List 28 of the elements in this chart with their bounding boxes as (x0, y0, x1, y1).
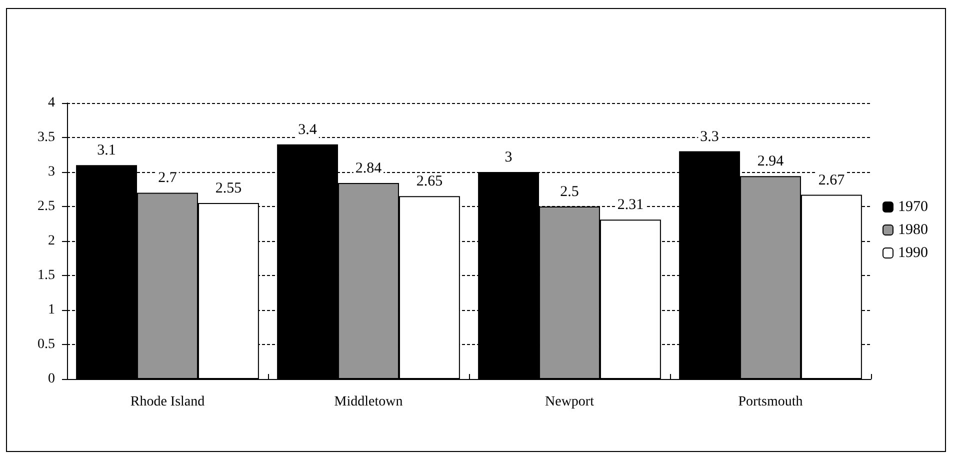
data-label: 2.7 (158, 170, 178, 186)
data-label: 2.5 (560, 184, 579, 200)
x-tick-label: Portsmouth (738, 394, 803, 410)
x-tick-label: Rhode Island (130, 394, 205, 410)
x-tick-label: Newport (545, 394, 594, 410)
data-label: 3.3 (700, 128, 719, 145)
y-tick-label: 3.5 (38, 130, 55, 145)
data-label: 3.1 (97, 142, 116, 159)
x-tick-label: Middletown (334, 394, 403, 410)
y-tick-label: 1.5 (38, 268, 55, 283)
y-tick-label: 2.5 (38, 199, 55, 214)
y-tick-label: 2 (48, 234, 55, 248)
data-label: 3 (504, 150, 512, 166)
data-label: 2.67 (818, 172, 846, 188)
y-tick-label: 1 (48, 302, 55, 318)
legend-label: 1990 (898, 245, 928, 261)
data-label: 3.4 (298, 122, 318, 138)
legend-label: 1970 (898, 199, 928, 215)
data-label: 2.65 (416, 174, 443, 190)
legend-label: 1980 (898, 222, 928, 238)
data-label: 2.84 (355, 160, 382, 177)
data-label: 2.94 (757, 154, 784, 170)
y-tick-label: 0 (48, 372, 55, 386)
y-tick-label: 3 (48, 164, 55, 180)
data-label: 2.55 (215, 180, 242, 197)
data-label: 2.31 (617, 197, 644, 214)
y-tick-label: 0.5 (38, 337, 55, 352)
y-tick-label: 4 (48, 96, 55, 110)
